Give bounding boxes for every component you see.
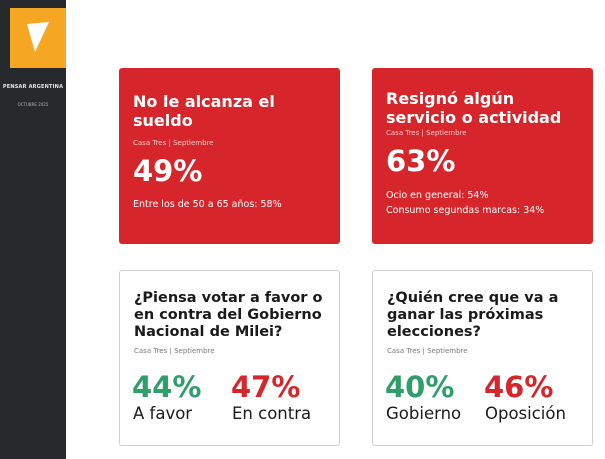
card-salary: No le alcanza el sueldo Casa Tres | Sept… [119,68,340,244]
result-value-against: 47% [231,370,301,404]
card-value: 49% [133,154,203,188]
card-title: No le alcanza el sueldo [133,92,275,130]
card-detail: Consumo segundas marcas: 34% [386,205,545,216]
card-election-winner: ¿Quién cree que va a ganar las próximas … [372,270,593,446]
result-value-favor: 44% [132,370,202,404]
card-services: Resignó algún servicio o actividad Casa … [372,68,593,244]
result-label-against: En contra [232,404,312,423]
result-label-opposition: Oposición [485,404,566,423]
brand-name: PENSAR ARGENTINA [2,84,64,90]
card-vote-intent: ¿Piensa votar a favor o en contra del Go… [119,270,340,446]
brand-date: OCTUBRE 2025 [17,102,49,107]
result-label-favor: A favor [133,404,193,423]
card-detail: Entre los de 50 a 65 años: 58% [133,199,282,210]
card-value: 63% [386,144,456,178]
card-title: ¿Quién cree que va a ganar las próximas … [387,290,559,340]
result-value-government: 40% [385,370,455,404]
card-source: Casa Tres | Septiembre [133,139,214,147]
result-label-government: Gobierno [386,404,462,423]
card-source: Casa Tres | Septiembre [134,347,215,355]
card-title: ¿Piensa votar a favor o en contra del Go… [134,290,323,340]
card-detail: Ocio en general: 54% [386,190,489,201]
brand-logo[interactable] [10,8,66,68]
card-source: Casa Tres | Septiembre [386,129,467,137]
logo-mark-icon [27,22,49,52]
sidebar: PENSAR ARGENTINA OCTUBRE 2025 [0,0,66,459]
card-source: Casa Tres | Septiembre [387,347,468,355]
card-title: Resignó algún servicio o actividad [386,89,562,127]
result-value-opposition: 46% [484,370,554,404]
